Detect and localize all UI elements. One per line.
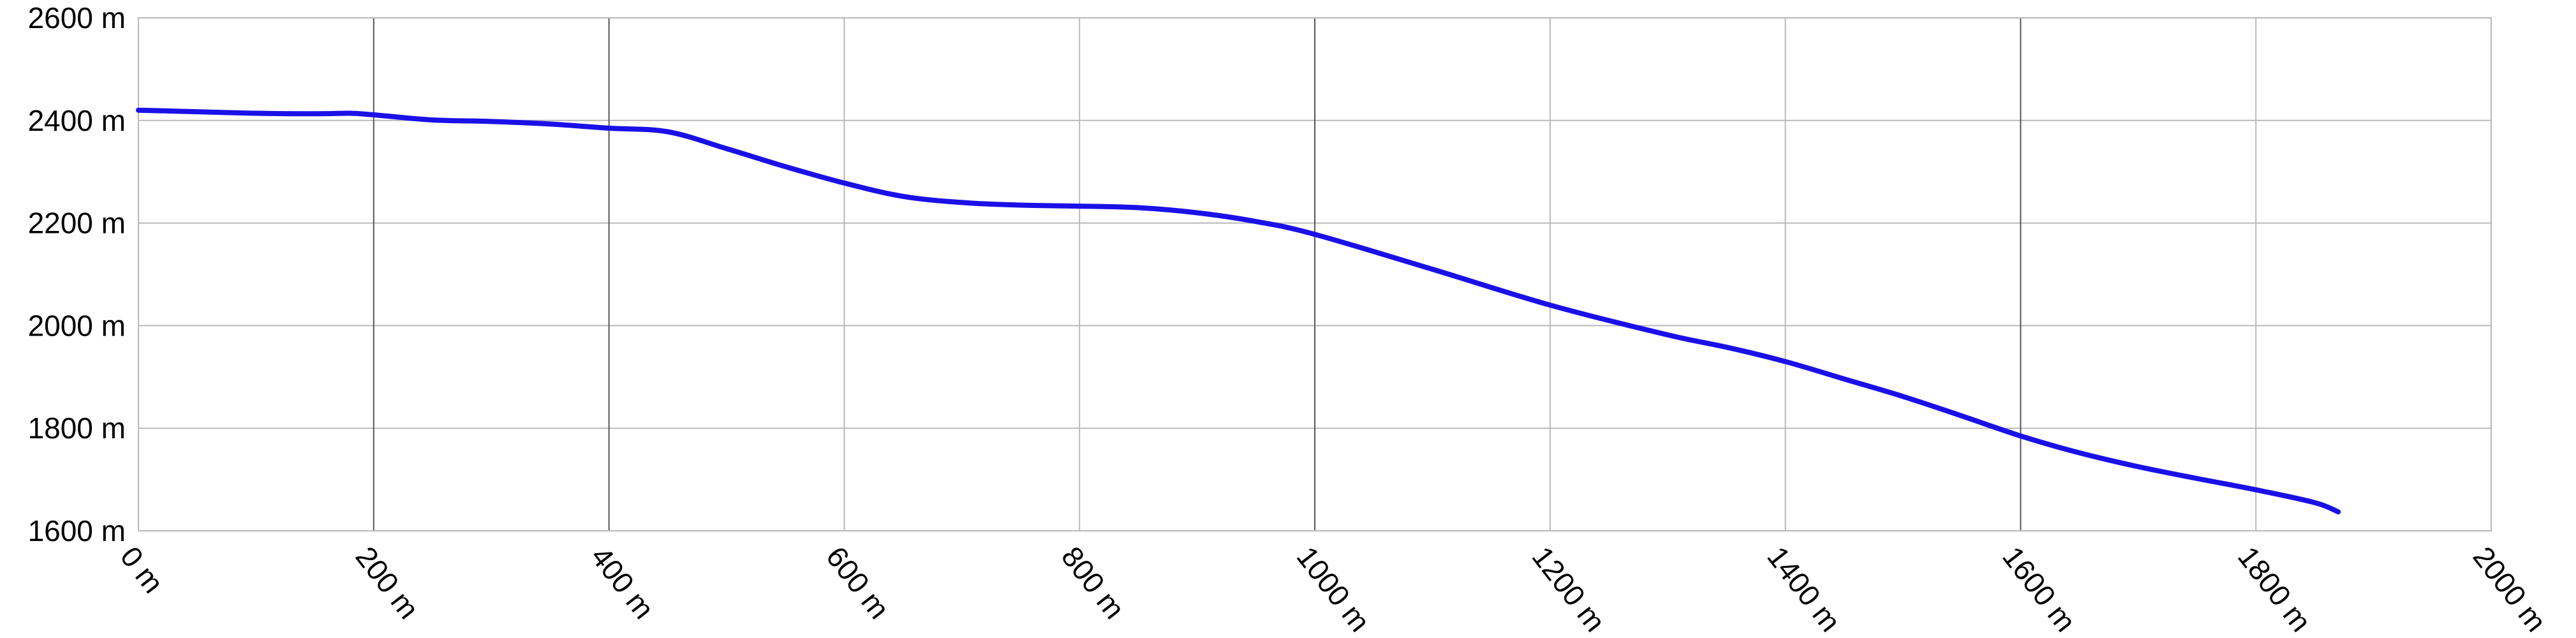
y-tick-label: 2200 m	[28, 207, 126, 240]
x-tick-label: 600 m	[820, 540, 896, 625]
x-tick-label: 400 m	[584, 540, 661, 625]
series-layer	[136, 107, 2341, 515]
grid-layer	[138, 17, 2492, 531]
x-tick-label: 800 m	[1055, 540, 1132, 625]
y-tick-label: 2600 m	[28, 1, 126, 34]
elevation-series-line	[136, 107, 2341, 515]
x-tick-label: 1800 m	[2232, 540, 2318, 638]
y-tick-label: 1600 m	[28, 514, 126, 547]
x-tick-label: 1600 m	[1996, 540, 2082, 638]
tick-label-layer: 1600 m 1800 m 2000 m 2200 m 2400 m 2600 m 0 m 2…	[28, 1, 2554, 638]
x-tick-label: 1000 m	[1291, 540, 1377, 638]
x-tick-label: 1400 m	[1761, 540, 1847, 638]
plot-border	[138, 17, 2492, 531]
x-tick-label: 200 m	[349, 540, 426, 625]
y-tick-label: 2000 m	[28, 309, 126, 342]
x-tick-label: 0 m	[114, 540, 170, 599]
y-tick-label: 1800 m	[28, 412, 126, 445]
x-tick-label: 1200 m	[1525, 540, 1611, 638]
y-tick-label: 2400 m	[28, 104, 126, 137]
x-tick-label: 2000 m	[2467, 540, 2553, 638]
